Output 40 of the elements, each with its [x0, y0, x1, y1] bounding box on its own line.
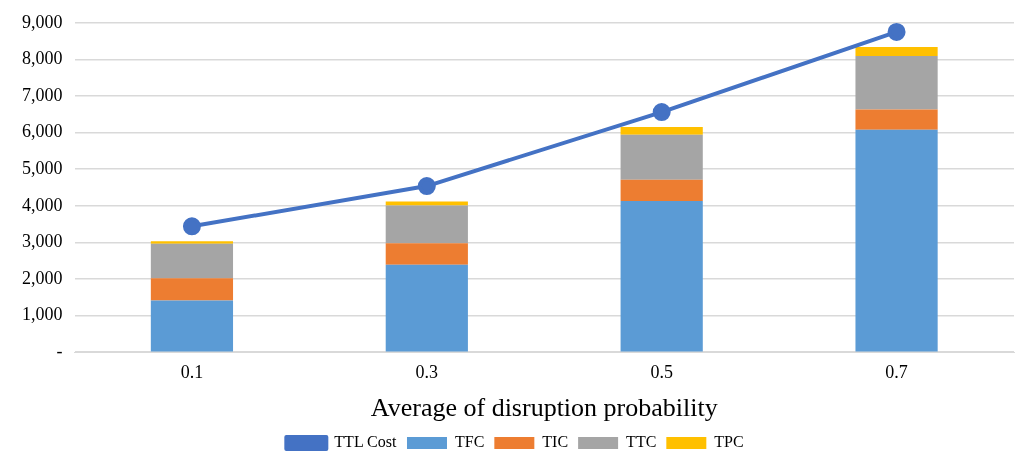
bar [385, 243, 468, 265]
x-tick-label: 0.5 [650, 361, 673, 382]
point [417, 177, 436, 196]
bar [855, 56, 938, 110]
y-tick-label: 7,000 [22, 84, 63, 105]
bar [150, 278, 234, 301]
y-tick-label: 8,000 [22, 48, 63, 69]
bar [150, 243, 234, 279]
y-tick-label: 9,000 [22, 11, 63, 32]
legend-label: TTC [626, 433, 657, 451]
x-axis-title: Average of disruption probability [370, 393, 718, 423]
bar [855, 46, 938, 57]
legend-label: TTL Cost [334, 433, 397, 451]
bar [385, 201, 468, 206]
bar [385, 264, 468, 352]
y-tick-label: 5,000 [22, 157, 63, 178]
bar [620, 179, 703, 202]
y-tick-label: 3,000 [22, 231, 63, 252]
y-tick-label: 6,000 [22, 121, 63, 142]
point [652, 103, 671, 122]
bar [620, 134, 703, 180]
legend-label: TPC [714, 433, 744, 451]
bar [150, 241, 234, 244]
y-tick-label: 4,000 [22, 194, 63, 215]
bar [855, 129, 938, 352]
legend-label: TIC [542, 433, 569, 451]
bar [855, 109, 938, 130]
y-tick-label: - [56, 340, 63, 361]
bar [385, 205, 468, 244]
point [887, 22, 906, 41]
y-tick-label: 2,000 [22, 267, 63, 288]
x-tick-label: 0.7 [885, 361, 908, 382]
x-tick-label: 0.3 [415, 361, 439, 382]
y-tick-label: 1,000 [22, 304, 63, 325]
bar [620, 127, 703, 135]
bar [620, 201, 703, 352]
point [182, 217, 201, 236]
legend-label: TFC [454, 433, 485, 451]
bar [150, 300, 234, 352]
x-tick-label: 0.1 [180, 361, 204, 382]
